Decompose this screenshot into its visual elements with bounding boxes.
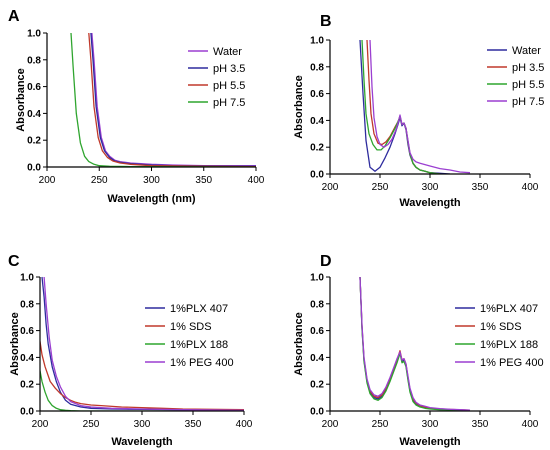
x-tick-label: 200 xyxy=(32,419,49,430)
x-tick-label: 400 xyxy=(236,419,253,430)
x-tick-label: 400 xyxy=(522,182,539,193)
y-tick-label: 0.6 xyxy=(310,89,324,100)
x-tick-label: 300 xyxy=(134,419,151,430)
x-tick-label: 250 xyxy=(372,419,389,430)
series-group xyxy=(40,276,244,411)
y-tick-label: 1.0 xyxy=(20,273,34,284)
legend-label: pH 3.5 xyxy=(213,63,245,75)
legend: 1%PLX 407 1% SDS 1%PLX 188 1% PEG 400 xyxy=(455,303,544,369)
legend-label: 1% SDS xyxy=(480,321,522,333)
legend-label: 1%PLX 407 xyxy=(480,303,538,315)
y-tick-label: 0.0 xyxy=(27,163,41,174)
y-tick-label: 0.8 xyxy=(310,62,324,73)
y-tick-label: 0.0 xyxy=(310,170,324,181)
y-tick-label: 1.0 xyxy=(310,273,324,284)
x-tick-label: 250 xyxy=(372,182,389,193)
y-axis-label: Absorbance xyxy=(15,68,27,132)
series-line-2 xyxy=(366,39,441,174)
legend-label: 1% PEG 400 xyxy=(480,357,544,369)
y-tick-label: 0.4 xyxy=(20,353,34,364)
legend-label: 1%PLX 188 xyxy=(480,339,538,351)
legend-label: 1%PLX 407 xyxy=(170,303,228,315)
legend-label: pH 5.5 xyxy=(213,80,245,92)
x-tick-label: 300 xyxy=(422,182,439,193)
panel-label: C xyxy=(8,253,20,270)
y-axis-label: Absorbance xyxy=(293,312,305,376)
series-line-4 xyxy=(43,276,244,411)
series-line-4 xyxy=(369,39,471,174)
x-tick-label: 300 xyxy=(422,419,439,430)
y-tick-label: 0.8 xyxy=(27,55,41,66)
series-line-3 xyxy=(40,370,244,411)
panel-label: D xyxy=(320,253,332,270)
y-tick-label: 0.2 xyxy=(27,136,41,147)
x-tick-label: 200 xyxy=(322,419,339,430)
panel-label: B xyxy=(320,13,332,30)
x-tick-label: 350 xyxy=(185,419,202,430)
y-tick-label: 0.0 xyxy=(310,407,324,418)
y-axis-label: Absorbance xyxy=(9,312,21,376)
x-tick-label: 400 xyxy=(248,175,265,186)
y-tick-label: 0.4 xyxy=(310,116,324,127)
x-axis-label: Wavelength (nm) xyxy=(107,193,196,205)
y-tick-label: 0.4 xyxy=(27,109,41,120)
series-group xyxy=(359,276,471,411)
x-tick-label: 350 xyxy=(472,419,489,430)
y-tick-label: 1.0 xyxy=(27,29,41,40)
x-axis-label: Wavelength xyxy=(399,197,461,209)
panel-a: A 0.0 0.2 0.4 0.6 0.8 1.0 200 250 300 350 400 Wavele… xyxy=(8,8,265,205)
series-line-2 xyxy=(40,341,244,411)
legend: 1%PLX 407 1% SDS 1%PLX 188 1% PEG 400 xyxy=(145,303,234,369)
series-line-4 xyxy=(359,276,471,411)
x-tick-label: 350 xyxy=(472,182,489,193)
panel-b: B 0.0 0.2 0.4 0.6 0.8 1.0 200 250 300 350 400 Wavele… xyxy=(293,13,544,209)
legend-label: pH 7.5 xyxy=(512,96,544,108)
y-axis-label: Absorbance xyxy=(293,75,305,139)
legend-label: 1% PEG 400 xyxy=(170,357,234,369)
x-tick-label: 200 xyxy=(322,182,339,193)
y-tick-label: 0.2 xyxy=(310,380,324,391)
panel-c: C 0.0 0.2 0.4 0.6 0.8 1.0 200 250 300 350 400 Wavele… xyxy=(8,253,253,448)
x-tick-label: 350 xyxy=(195,175,212,186)
x-tick-label: 250 xyxy=(83,419,100,430)
legend-label: Water xyxy=(213,46,242,58)
legend-label: Water xyxy=(512,45,541,57)
y-tick-label: 0.0 xyxy=(20,407,34,418)
y-tick-label: 0.8 xyxy=(310,299,324,310)
x-axis-label: Wavelength xyxy=(399,436,461,448)
series-line-2 xyxy=(359,276,471,411)
y-tick-label: 0.2 xyxy=(310,143,324,154)
y-tick-label: 0.8 xyxy=(20,299,34,310)
legend-label: pH 3.5 xyxy=(512,62,544,74)
panel-label: A xyxy=(8,8,20,25)
series-line-1 xyxy=(359,276,471,411)
legend-label: pH 5.5 xyxy=(512,79,544,91)
x-tick-label: 200 xyxy=(39,175,56,186)
series-group xyxy=(359,39,471,174)
series-line-3 xyxy=(88,32,256,167)
x-tick-label: 400 xyxy=(522,419,539,430)
legend-label: pH 7.5 xyxy=(213,97,245,109)
y-tick-label: 0.6 xyxy=(20,326,34,337)
legend-label: 1%PLX 188 xyxy=(170,339,228,351)
x-tick-label: 250 xyxy=(91,175,108,186)
legend-label: 1% SDS xyxy=(170,321,212,333)
legend: Water pH 3.5 pH 5.5 pH 7.5 xyxy=(188,46,245,109)
y-tick-label: 0.6 xyxy=(27,82,41,93)
x-axis-label: Wavelength xyxy=(111,436,173,448)
series-line-3 xyxy=(359,276,471,411)
y-tick-label: 0.6 xyxy=(310,326,324,337)
panel-d: D 0.0 0.2 0.4 0.6 0.8 1.0 200 250 300 350 400 Wavele… xyxy=(293,253,544,448)
x-tick-label: 300 xyxy=(143,175,160,186)
legend: Water pH 3.5 pH 5.5 pH 7.5 xyxy=(487,45,544,108)
y-tick-label: 0.2 xyxy=(20,380,34,391)
y-tick-label: 1.0 xyxy=(310,36,324,47)
y-tick-label: 0.4 xyxy=(310,353,324,364)
